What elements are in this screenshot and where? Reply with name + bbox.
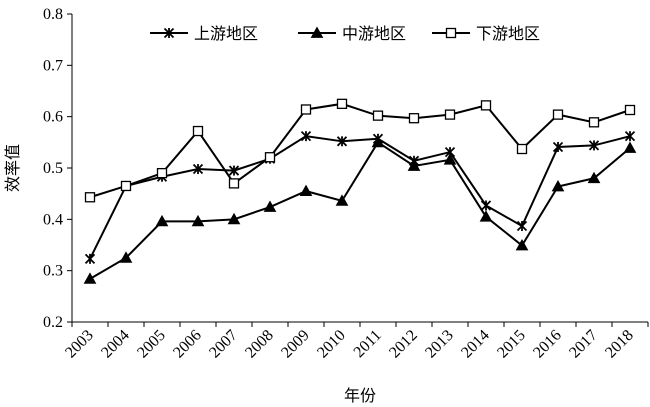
legend-item: 上游地区 xyxy=(150,24,258,43)
x-tick-label: 2004 xyxy=(98,327,133,362)
y-tick-label: 0.7 xyxy=(43,57,63,74)
data-point xyxy=(444,109,456,120)
data-point xyxy=(552,109,564,120)
series-line xyxy=(89,135,631,260)
x-tick-label: 2015 xyxy=(494,327,529,362)
x-tick-label: 2012 xyxy=(386,327,421,362)
data-point xyxy=(84,192,96,203)
data-point xyxy=(372,110,384,121)
legend-marker xyxy=(310,26,324,38)
data-point xyxy=(552,141,564,153)
data-point xyxy=(300,131,312,142)
y-tick-label: 0.2 xyxy=(43,314,63,331)
data-point xyxy=(587,171,601,184)
x-axis-title: 年份 xyxy=(344,386,376,405)
legend-item: 中游地区 xyxy=(298,24,406,43)
data-point xyxy=(156,167,168,179)
data-point xyxy=(120,180,132,192)
legend-item: 下游地区 xyxy=(432,24,540,43)
x-tick-label: 2016 xyxy=(530,327,565,362)
x-tick-label: 2014 xyxy=(458,327,493,362)
series-line xyxy=(89,102,631,199)
x-tick-label: 2013 xyxy=(422,327,457,362)
y-tick-label: 0.4 xyxy=(43,211,63,228)
series-3 xyxy=(84,98,636,203)
data-point xyxy=(588,140,600,151)
data-point xyxy=(228,178,240,189)
x-tick-label: 2017 xyxy=(566,327,601,362)
data-point xyxy=(371,135,385,148)
x-tick-label: 2011 xyxy=(351,327,385,361)
data-point xyxy=(192,125,204,137)
data-point xyxy=(516,220,528,232)
data-point xyxy=(336,98,348,109)
data-point xyxy=(407,159,421,171)
legend-marker xyxy=(445,27,457,39)
data-point xyxy=(623,141,637,153)
y-tick-label: 0.5 xyxy=(43,160,63,177)
data-point xyxy=(191,214,205,227)
x-tick-label: 2007 xyxy=(206,327,241,362)
data-point xyxy=(228,165,240,176)
data-point xyxy=(336,136,348,147)
x-tick-label: 2003 xyxy=(62,327,97,362)
data-point xyxy=(408,113,420,124)
data-point xyxy=(264,152,276,163)
data-point xyxy=(551,179,565,192)
x-tick-label: 2005 xyxy=(134,327,169,362)
y-tick-label: 0.3 xyxy=(43,263,63,280)
data-point xyxy=(192,163,204,175)
legend: 上游地区 中游地区 下游地区 xyxy=(150,24,540,43)
data-point xyxy=(83,272,97,284)
y-axis-title: 效率值 xyxy=(3,144,22,192)
x-tick-label: 2009 xyxy=(278,327,313,362)
x-tick-label: 2006 xyxy=(170,327,205,362)
x-tick-label: 2018 xyxy=(602,327,637,362)
data-point xyxy=(588,117,600,128)
data-point xyxy=(624,131,636,142)
legend-marker xyxy=(163,27,175,39)
x-tick-label: 2008 xyxy=(242,327,277,362)
legend-label: 下游地区 xyxy=(476,24,540,43)
data-point xyxy=(624,104,636,116)
data-point xyxy=(299,184,313,196)
series-line xyxy=(89,140,631,280)
legend-label: 中游地区 xyxy=(342,24,406,43)
y-tick-label: 0.8 xyxy=(43,6,63,23)
data-point xyxy=(480,200,492,211)
data-point xyxy=(480,100,492,111)
series-2 xyxy=(83,135,637,284)
legend-label: 上游地区 xyxy=(194,24,258,43)
data-point xyxy=(443,153,457,165)
series-layer xyxy=(83,98,637,284)
data-point xyxy=(479,210,493,222)
data-point xyxy=(227,212,241,225)
y-tick-label: 0.6 xyxy=(43,109,63,126)
x-tick-label: 2010 xyxy=(314,327,349,362)
data-point xyxy=(515,238,529,251)
data-point xyxy=(155,214,169,227)
data-point xyxy=(263,200,277,212)
data-point xyxy=(335,194,349,206)
data-point xyxy=(516,143,528,155)
data-point xyxy=(84,253,96,264)
data-point xyxy=(300,104,312,115)
data-point xyxy=(119,251,133,263)
